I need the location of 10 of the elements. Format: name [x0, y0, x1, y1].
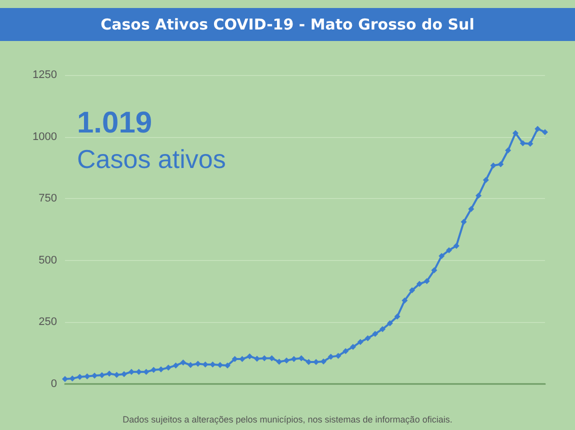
- y-tick-label: 0: [50, 378, 57, 390]
- y-tick-label: 1000: [32, 130, 57, 143]
- annotation: 1.019: [77, 106, 152, 140]
- annotation: Casos ativos: [77, 144, 226, 174]
- text: Dados sujeitos a alterações pelos municípios, nos sistemas de informação oficiais.: [122, 414, 452, 424]
- y-tick-label: 750: [38, 192, 57, 205]
- y-tick-label: 250: [38, 316, 57, 328]
- chart-title: Casos Ativos COVID-19 - Mato Grosso do Sul: [100, 16, 474, 34]
- y-tick-label: 1250: [32, 69, 57, 81]
- y-tick-label: 500: [38, 254, 57, 266]
